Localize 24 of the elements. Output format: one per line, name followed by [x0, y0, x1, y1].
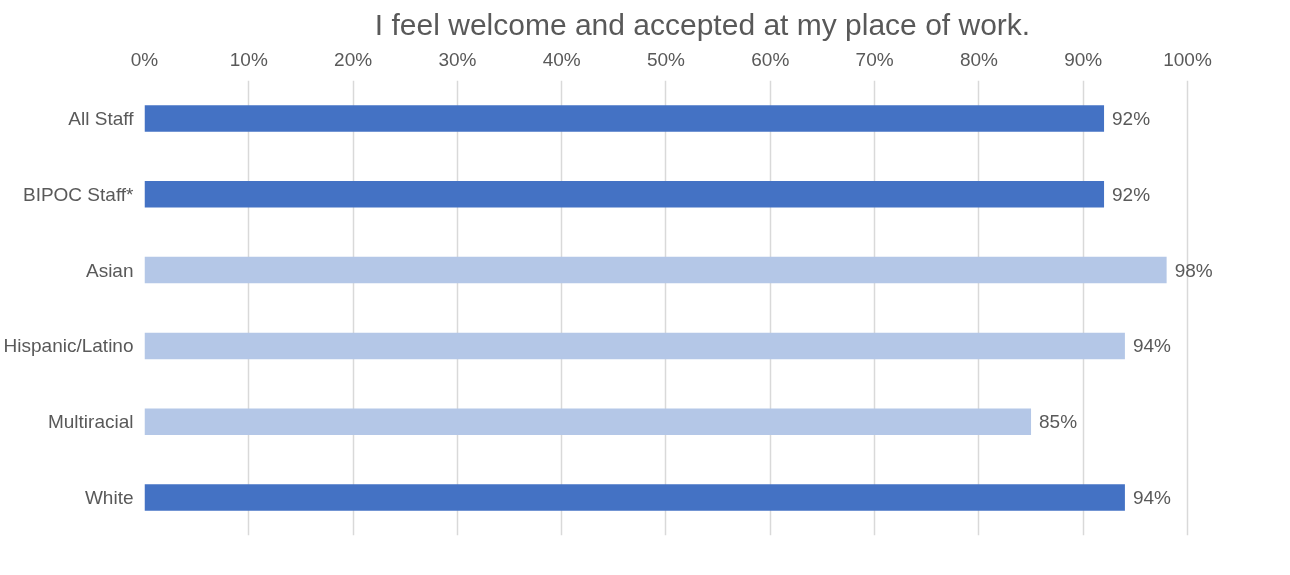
data-label: 94% — [1132, 335, 1172, 357]
data-label: 98% — [1174, 259, 1213, 281]
y-tick-label: Multiracial — [47, 411, 134, 433]
x-tick-label: 20% — [334, 48, 373, 70]
y-tick-label: Hispanic/Latino — [3, 335, 134, 357]
y-tick-label: All Staff — [68, 107, 135, 129]
x-tick-label: 70% — [855, 48, 894, 70]
x-tick-label: 60% — [751, 48, 790, 70]
y-tick-label: White — [84, 487, 134, 509]
x-tick-label: 30% — [438, 48, 477, 70]
data-label: 92% — [1112, 107, 1151, 129]
data-label: 94% — [1132, 487, 1172, 509]
x-tick-label: 10% — [229, 48, 268, 70]
x-tick-label: 100% — [1163, 48, 1212, 70]
x-tick-label: 40% — [542, 48, 581, 70]
x-tick-label: 80% — [959, 48, 999, 70]
x-tick-label: 0% — [130, 48, 159, 70]
x-tick-label: 50% — [646, 48, 686, 70]
data-label: 85% — [1039, 411, 1078, 433]
chart-title: I feel welcome and accepted at my place of work. — [374, 7, 1031, 41]
data-label: 92% — [1112, 183, 1151, 205]
y-tick-label: BIPOC Staff* — [22, 183, 135, 205]
y-tick-label: Asian — [85, 259, 134, 281]
x-tick-label: 90% — [1064, 48, 1103, 70]
